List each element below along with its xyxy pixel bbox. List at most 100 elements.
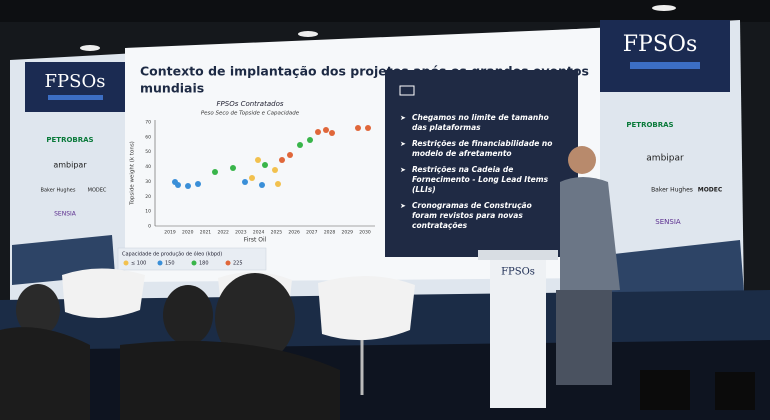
x-tick-label: 2028 [324,230,336,236]
icon [399,85,415,96]
scatter-dot [195,181,201,187]
x-tick-label: 2029 [342,230,354,236]
logo: FPSOs [45,71,106,92]
y-tick-label: 0 [148,224,151,230]
sponsor: PETROBRAS [626,121,673,129]
bullet-text: Restrições na Cadeia de [412,165,513,174]
bullet-text: contratações [412,221,468,230]
legend-swatch [191,260,197,266]
x-axis-label: First Oil [244,237,267,244]
scatter-dot [175,182,181,188]
x-tick-label: 2025 [271,230,283,236]
scatter-dot [255,157,261,163]
sponsor: MODEC [698,187,723,194]
legend-label: 225 [233,261,243,267]
ceiling-light [80,45,100,51]
audience-body [120,340,340,420]
sponsor: MODEC [88,188,107,194]
sponsor: Baker Hughes [651,187,693,194]
ceiling [0,0,770,22]
chair [62,268,145,319]
legend-label: ≤ 100 [131,261,146,267]
bullet-marker: ➤ [400,114,406,122]
scatter-dot [307,137,313,143]
legend-swatch [123,260,129,266]
bullet-marker: ➤ [400,202,406,210]
legend-label: 150 [165,261,175,267]
stage-light [715,372,755,410]
legend-swatch [225,260,231,266]
x-tick-label: 2030 [359,230,371,236]
slide-title: mundiais [140,81,204,96]
x-tick-label: 2023 [235,230,247,236]
scatter-dot [315,129,321,135]
sponsor: PETROBRAS [46,136,93,144]
scatter-dot [297,142,303,148]
bullet-text: foram revistos para novas [412,211,523,220]
scatter-dot [212,169,218,175]
sponsor: Baker Hughes [41,188,76,194]
chart-subtitle: Peso Seco de Topside e Capacidade [201,111,300,117]
left-logo-panel [25,62,125,112]
bullet-text: modelo de afretamento [412,149,512,158]
podium-top [478,250,558,260]
scatter-dots [172,125,371,189]
scatter-dot [262,162,268,168]
x-tick-label: 2020 [182,230,194,236]
bullet-text: (LLIs) [412,185,436,194]
bullet-marker: ➤ [400,166,406,174]
speaker-head [568,146,596,174]
legend-title: Capacidade de produção de óleo (kbpd) [122,251,222,258]
speaker-legs [556,290,612,385]
bullet-text: Restrições de financiabilidade no [412,139,552,148]
legend-swatch [157,260,163,266]
y-tick-label: 20 [145,194,151,200]
bullet-marker: ➤ [400,140,406,148]
y-tick-label: 30 [145,179,151,185]
scatter-dot [275,181,281,187]
scatter-dot [249,175,255,181]
ceiling-light [652,5,676,11]
scatter-dot [230,165,236,171]
scatter-dot [259,182,265,188]
audience-head [215,273,295,363]
bullet-panel [385,70,578,257]
sponsor: SENSIA [54,211,77,218]
bullet-text: Chegamos no limite de tamanho [412,113,549,122]
scatter-dot [355,125,361,131]
legend: ≤ 100 150 180 225 [123,260,243,267]
chart-title: FPSOs Contratados [217,100,284,108]
y-axis-label: Topside weight (k tons) [130,141,136,206]
audience-head [16,284,60,336]
scatter-dot [279,157,285,163]
legend-label: 180 [199,261,209,267]
logo-stripe [48,95,103,100]
y-tick-label: 10 [145,209,151,215]
scatter-dot [185,183,191,189]
scatter-dot [323,127,329,133]
logo-stripe [630,62,700,69]
right-logo-panel [600,20,730,92]
x-tick-label: 2027 [306,230,318,236]
scatter-dot [287,152,293,158]
podium-logo: FPSOs [501,267,535,278]
audience-body [0,327,90,420]
y-tick-label: 70 [145,120,151,126]
speaker-jacket [560,177,620,292]
sponsor: SENSIA [655,218,681,226]
scatter-dot [329,130,335,136]
scatter-dot [365,125,371,131]
x-tick-label: 2026 [288,230,300,236]
y-tick-label: 60 [145,134,151,140]
stage-light [640,370,690,410]
bullet-text: Cronogramas de Construção [412,201,532,210]
sponsor: ambipar [646,154,684,164]
ceiling-light [298,31,318,37]
scatter-dot [272,167,278,173]
y-tick-label: 40 [145,164,151,170]
scatter-dot [242,179,248,185]
x-tick-label: 2019 [164,230,176,236]
